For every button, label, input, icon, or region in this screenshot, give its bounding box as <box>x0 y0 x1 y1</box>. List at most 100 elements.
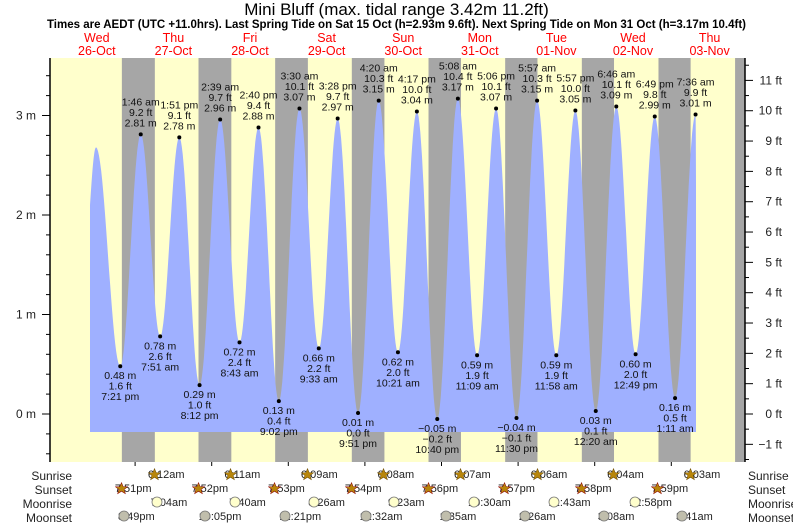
high-tide-marker: 1:51 pm9.1 ft2.78 m <box>160 99 199 140</box>
moonrise-row-label-left: Moonrise <box>22 497 72 511</box>
ft-tick-label: 3 ft <box>765 316 782 330</box>
tide-label-ft: 10.4 ft <box>443 71 472 83</box>
tide-point <box>177 135 182 140</box>
sunrise: 6:07am <box>454 468 491 482</box>
tide-label-ft: −0.1 ft <box>502 432 532 444</box>
tide-label-m: 2.88 m <box>242 110 274 122</box>
tide-label-time: 9:33 am <box>300 373 338 385</box>
ft-tick-label: 6 ft <box>765 225 782 239</box>
tide-label-m: 2.97 m <box>322 101 354 113</box>
tide-point <box>237 340 242 345</box>
tide-label-time: 11:58 am <box>535 380 578 392</box>
day-label: Sun 30-Oct <box>368 32 438 58</box>
sunrise: 6:03am <box>683 468 720 482</box>
tide-label-ft: 9.4 ft <box>247 100 270 112</box>
m-tick-label: 3 m <box>16 109 36 123</box>
tide-point <box>118 364 123 369</box>
tide-point <box>218 117 223 122</box>
date: 30-Oct <box>384 44 422 58</box>
moonrise: 12:58pm <box>629 496 672 510</box>
day-of-week: Tue <box>545 31 567 45</box>
tide-label-time: 6:46 am <box>597 69 635 81</box>
tide-point <box>593 409 598 414</box>
sunrise: 6:12am <box>147 468 185 482</box>
tide-label-time: 12:49 pm <box>614 379 658 391</box>
tide-label-time: 7:36 am <box>677 77 715 89</box>
tide-label-time: 12:20 am <box>574 436 618 448</box>
moonset: 2:26am <box>519 510 556 524</box>
moonrise: 8:26am <box>308 496 345 510</box>
tide-label-m: 0.01 m <box>342 417 374 429</box>
m-tick-label: 1 m <box>16 308 36 322</box>
tide-label-m: 0.60 m <box>620 358 652 370</box>
tide-label-m: 0.48 m <box>104 370 136 382</box>
day-of-week: Fri <box>242 31 258 45</box>
tide-label-m: 2.81 m <box>125 117 157 129</box>
tide-label-time: 7:21 pm <box>101 391 139 403</box>
tide-label-m: 0.59 m <box>461 359 493 371</box>
tide-label-ft: 10.1 ft <box>481 81 510 93</box>
day-of-week: Wed <box>84 31 110 45</box>
tide-label-time: 10:21 am <box>376 377 420 389</box>
day-of-week: Thu <box>162 31 185 45</box>
tide-point <box>633 352 638 357</box>
low-tide-marker: 0.78 m2.6 ft7:51 am <box>141 334 179 373</box>
day-label: Fri 28-Oct <box>215 32 285 58</box>
moonset: 8:49pm <box>118 510 155 524</box>
sunrise: 6:04am <box>607 468 644 482</box>
ft-tick-label: 11 ft <box>760 73 783 87</box>
high-tide-marker: 6:49 pm9.8 ft2.99 m <box>636 78 674 119</box>
moonset: 11:21pm <box>279 510 321 524</box>
tide-label-m: 3.07 m <box>283 92 315 104</box>
tide-point <box>256 125 261 130</box>
tide-label-time: 6:49 pm <box>636 78 674 90</box>
tide-label-ft: 2.4 ft <box>228 357 251 369</box>
low-tide-marker: 0.01 m0.0 ft9:51 pm <box>339 411 377 450</box>
date: 03-Nov <box>689 44 730 58</box>
tide-label-ft: −0.2 ft <box>423 433 453 445</box>
date: 28-Oct <box>231 44 269 58</box>
moonrise: 11:43am <box>548 496 590 510</box>
moonrise: 7:40am <box>229 496 266 510</box>
moonrise: 10:30am <box>468 496 511 510</box>
tide-label-time: 5:08 am <box>439 61 477 73</box>
tide-label-m: 3.15 m <box>363 84 395 96</box>
tide-point <box>573 108 578 113</box>
tide-label-ft: 9.7 ft <box>208 92 231 104</box>
tide-label-m: 3.09 m <box>600 90 632 102</box>
tide-label-ft: 2.0 ft <box>386 367 409 379</box>
sunset: 7:59pm <box>651 482 688 496</box>
tide-label-m: 3.17 m <box>442 82 474 94</box>
m-tick-label: 2 m <box>16 208 36 222</box>
tide-label-m: 0.16 m <box>659 402 691 414</box>
chart-title: Mini Bluff (max. tidal range 3.42m 11.2f… <box>244 0 549 19</box>
tide-label-ft: 1.9 ft <box>465 370 488 382</box>
tide-label-ft: 10.1 ft <box>285 81 314 93</box>
ft-tick-label: 9 ft <box>765 134 782 148</box>
tide-curve-area <box>90 98 696 432</box>
sunrise-row-label-right: Sunrise <box>748 469 789 483</box>
tide-point <box>455 96 460 101</box>
date: 01-Nov <box>536 44 577 58</box>
tide-label-time: 8:12 pm <box>181 410 219 422</box>
high-tide-marker: 7:36 am9.9 ft3.01 m <box>677 77 715 117</box>
tide-label-ft: 0.4 ft <box>267 416 290 428</box>
ft-tick-label: 5 ft <box>765 255 782 269</box>
tide-label-time: 5:06 pm <box>477 71 515 83</box>
tide-label-ft: 2.2 ft <box>307 363 330 375</box>
tide-label-m: 0.29 m <box>184 389 216 401</box>
tide-label-time: 2:40 pm <box>240 89 278 101</box>
tide-label-ft: 10.3 ft <box>364 73 393 85</box>
ft-tick-label: 0 ft <box>765 407 782 421</box>
tide-label-m: 2.78 m <box>163 120 195 132</box>
tide-label-ft: 2.0 ft <box>624 369 647 381</box>
day-label: Tue 01-Nov <box>521 32 591 58</box>
sunset: 7:52pm <box>191 482 228 496</box>
tide-point <box>475 353 480 358</box>
